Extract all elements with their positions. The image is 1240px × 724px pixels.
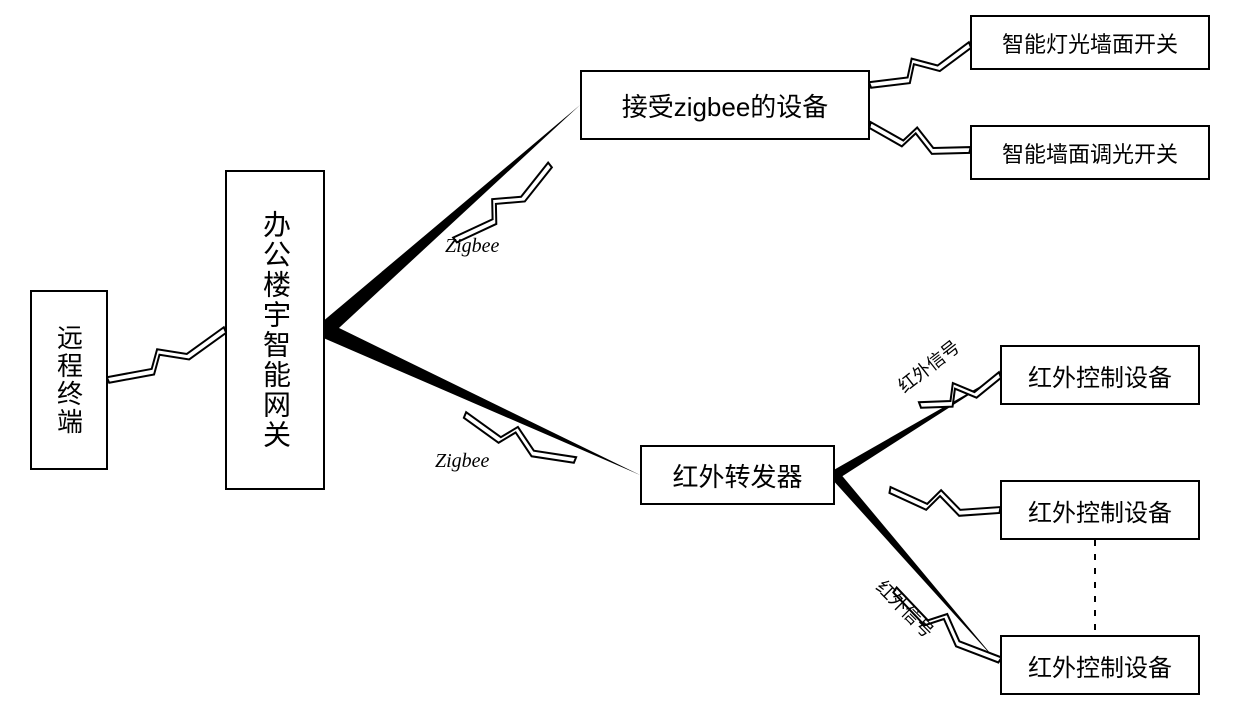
node-gateway: 办公楼宇智能网关 xyxy=(225,170,325,490)
node-smart-dimmer-switch: 智能墙面调光开关 xyxy=(970,125,1210,180)
edge-label-ir-signal-bottom: 红外信号 xyxy=(871,574,940,643)
label-remote-terminal: 远程终端 xyxy=(51,324,88,436)
label-smart-light-switch: 智能灯光墙面开关 xyxy=(1002,27,1178,59)
label-smart-dimmer-switch: 智能墙面调光开关 xyxy=(1002,137,1178,169)
label-ir-device-1: 红外控制设备 xyxy=(1028,358,1172,393)
node-ir-device-2: 红外控制设备 xyxy=(1000,480,1200,540)
label-ir-device-2: 红外控制设备 xyxy=(1028,493,1172,528)
node-remote-terminal: 远程终端 xyxy=(30,290,108,470)
edge-label-ir-signal-top: 红外信号 xyxy=(892,333,965,398)
node-ir-repeater: 红外转发器 xyxy=(640,445,835,505)
edge-label-zigbee-top: Zigbee xyxy=(445,235,499,258)
node-zigbee-receiver: 接受zigbee的设备 xyxy=(580,70,870,140)
label-gateway: 办公楼宇智能网关 xyxy=(255,210,295,450)
node-smart-light-switch: 智能灯光墙面开关 xyxy=(970,15,1210,70)
label-ir-repeater: 红外转发器 xyxy=(672,457,802,494)
label-zigbee-receiver: 接受zigbee的设备 xyxy=(622,87,829,124)
node-ir-device-3: 红外控制设备 xyxy=(1000,635,1200,695)
node-ir-device-1: 红外控制设备 xyxy=(1000,345,1200,405)
label-ir-device-3: 红外控制设备 xyxy=(1028,648,1172,683)
edge-label-zigbee-bottom: Zigbee xyxy=(435,450,489,473)
